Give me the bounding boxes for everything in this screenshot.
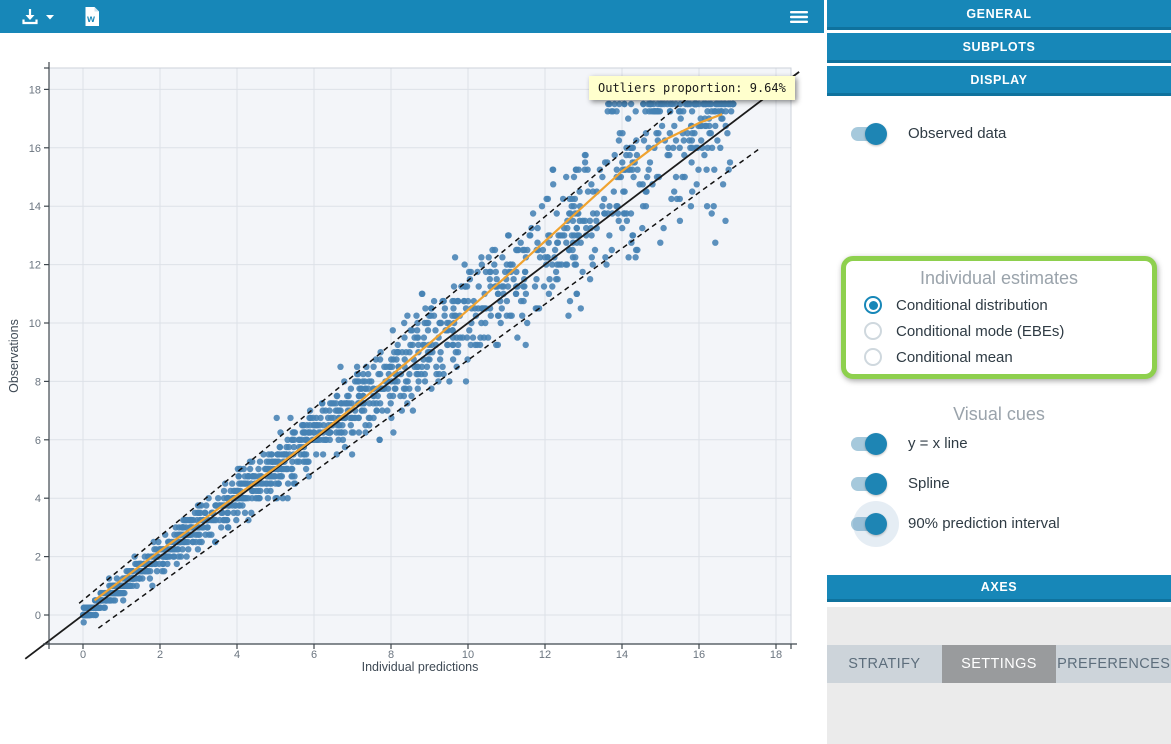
- scatter-chart: 0 2 4 6 8 10 12 14 16 18 0 2 4 6 8 10 12 14 16 18 Individual…: [7, 62, 800, 674]
- visual-cues-heading: Visual cues: [953, 404, 1045, 424]
- radio-conditional-mode[interactable]: Conditional mode (EBEs): [864, 321, 1152, 341]
- scatter-points-group: [79, 100, 737, 626]
- hamburger-icon: [790, 10, 808, 23]
- yx-line-toggle[interactable]: [851, 432, 887, 455]
- x-axis-title: Individual predictions: [362, 660, 479, 674]
- pi-lower-line: [97, 148, 760, 629]
- tab-preferences[interactable]: PREFERENCES: [1056, 645, 1171, 683]
- spline-toggle[interactable]: [851, 472, 887, 495]
- radio-label: Conditional mean: [896, 348, 1013, 366]
- tab-settings[interactable]: SETTINGS: [941, 645, 1057, 683]
- svg-text:w: w: [86, 14, 95, 25]
- prediction-interval-toggle[interactable]: [851, 500, 899, 547]
- download-icon: [22, 8, 38, 24]
- caret-down-icon: [46, 14, 54, 19]
- observed-data-toggle[interactable]: [851, 122, 887, 145]
- spline-row: Spline: [851, 472, 950, 495]
- spline-line: [93, 113, 723, 602]
- svg-text:18: 18: [770, 649, 782, 661]
- yx-line-label: y = x line: [908, 435, 968, 452]
- radio-icon: [864, 322, 882, 340]
- svg-text:10: 10: [29, 318, 41, 330]
- tab-stratify[interactable]: STRATIFY: [827, 645, 942, 683]
- svg-text:14: 14: [616, 649, 628, 661]
- toggle-knob: [865, 432, 887, 455]
- toggle-knob: [865, 122, 887, 145]
- word-file-icon: w: [85, 7, 99, 26]
- subplots-section-button[interactable]: SUBPLOTS: [827, 33, 1171, 63]
- observed-data-label: Observed data: [908, 125, 1007, 142]
- pi-upper-line: [78, 96, 690, 604]
- y-axis-title: Observations: [7, 319, 21, 393]
- radio-icon: [864, 348, 882, 366]
- svg-text:18: 18: [29, 84, 41, 96]
- display-section-button[interactable]: DISPLAY: [827, 66, 1171, 96]
- svg-text:0: 0: [80, 649, 86, 661]
- radio-icon: [864, 296, 882, 314]
- svg-text:12: 12: [539, 649, 551, 661]
- identity-line: [24, 71, 800, 660]
- svg-text:6: 6: [35, 435, 41, 447]
- svg-text:8: 8: [35, 376, 41, 388]
- svg-text:2: 2: [35, 552, 41, 564]
- menu-button[interactable]: [790, 0, 808, 33]
- sidebar-bottom-tabs: STRATIFY SETTINGS PREFERENCES: [827, 645, 1171, 683]
- svg-text:2: 2: [157, 649, 163, 661]
- general-section-button[interactable]: GENERAL: [827, 0, 1171, 30]
- svg-text:6: 6: [311, 649, 317, 661]
- svg-text:16: 16: [693, 649, 705, 661]
- radio-label: Conditional distribution: [896, 296, 1048, 314]
- svg-text:4: 4: [35, 493, 41, 505]
- svg-text:10: 10: [462, 649, 474, 661]
- svg-text:14: 14: [29, 201, 41, 213]
- radio-conditional-mean[interactable]: Conditional mean: [864, 347, 1152, 367]
- axes-section-button[interactable]: AXES: [827, 575, 1171, 602]
- svg-text:4: 4: [234, 649, 240, 661]
- toggle-knob: [865, 472, 887, 495]
- svg-text:0: 0: [35, 610, 41, 622]
- tick-labels: 0 2 4 6 8 10 12 14 16 18 0 2 4 6 8 10 12 14 16 18: [29, 84, 782, 661]
- axes: [43, 62, 797, 649]
- individual-estimates-heading: Individual estimates: [919, 268, 1079, 288]
- word-export-button[interactable]: w: [77, 0, 107, 33]
- download-button[interactable]: [14, 0, 61, 33]
- top-toolbar: w: [0, 0, 824, 33]
- settings-sidebar: GENERAL SUBPLOTS DISPLAY Observed data I…: [827, 0, 1171, 744]
- radio-label: Conditional mode (EBEs): [896, 322, 1065, 340]
- yx-line-row: y = x line: [851, 432, 968, 455]
- radio-conditional-distribution[interactable]: Conditional distribution: [864, 295, 1152, 315]
- prediction-interval-row: 90% prediction interval: [851, 500, 1060, 547]
- prediction-interval-label: 90% prediction interval: [908, 515, 1060, 532]
- svg-text:16: 16: [29, 143, 41, 155]
- spline-label: Spline: [908, 475, 950, 492]
- svg-text:8: 8: [388, 649, 394, 661]
- observed-data-row: Observed data: [851, 122, 1007, 145]
- individual-estimates-group: Individual estimates Conditional distrib…: [841, 256, 1157, 379]
- svg-text:12: 12: [29, 260, 41, 272]
- toggle-knob: [865, 512, 887, 535]
- outliers-tooltip: Outliers proportion: 9.64%: [589, 76, 795, 100]
